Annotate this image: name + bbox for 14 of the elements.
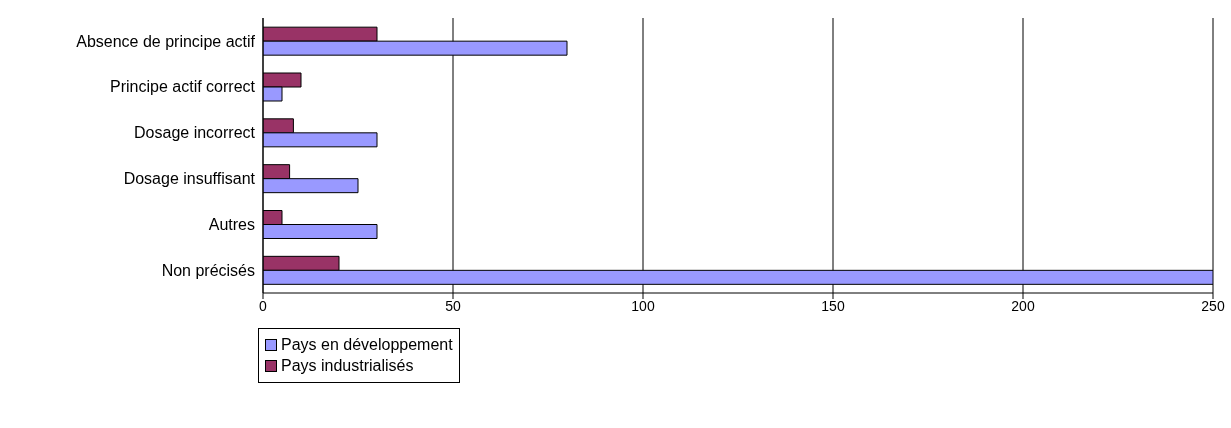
y-tick-label: Absence de principe actif bbox=[76, 32, 256, 50]
y-tick-label: Dosage incorrect bbox=[134, 124, 256, 142]
y-tick-label: Dosage insuffisant bbox=[123, 170, 256, 188]
x-tick-label: 100 bbox=[631, 297, 655, 314]
legend-label: Pays industrialisés bbox=[281, 357, 414, 375]
y-tick-label: Principe actif correct bbox=[110, 78, 256, 96]
x-tick-label: 0 bbox=[259, 297, 268, 314]
y-tick-label: Autres bbox=[208, 215, 255, 233]
x-tick-label: 200 bbox=[1011, 297, 1035, 314]
x-tick-label: 250 bbox=[1201, 297, 1225, 314]
x-tick-label: 150 bbox=[821, 297, 845, 314]
y-tick-label: Non précisés bbox=[161, 261, 255, 279]
legend-label: Pays en développement bbox=[281, 336, 453, 354]
x-tick-label: 50 bbox=[445, 297, 461, 314]
